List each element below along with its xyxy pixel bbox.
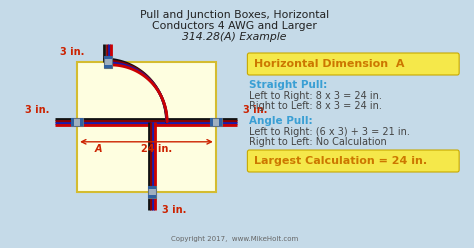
Text: Right to Left: No Calculation: Right to Left: No Calculation: [249, 137, 387, 147]
Bar: [210, 118, 213, 126]
Bar: [148, 186, 156, 189]
Bar: [77, 62, 216, 192]
Text: Right to Left: 8 x 3 = 24 in.: Right to Left: 8 x 3 = 24 in.: [249, 101, 382, 111]
Text: Pull and Junction Boxes, Horizontal: Pull and Junction Boxes, Horizontal: [140, 10, 329, 20]
Text: 3 in.: 3 in.: [244, 105, 268, 115]
Bar: [219, 118, 222, 126]
Bar: [104, 56, 111, 59]
Bar: [104, 65, 111, 68]
Text: Angle Pull:: Angle Pull:: [249, 116, 313, 126]
Bar: [104, 56, 111, 68]
Text: Copyright 2017,  www.MikeHolt.com: Copyright 2017, www.MikeHolt.com: [171, 236, 298, 242]
Text: 314.28(A) Example: 314.28(A) Example: [182, 32, 287, 42]
Text: 3 in.: 3 in.: [25, 105, 49, 115]
Text: 3 in.: 3 in.: [162, 205, 186, 215]
Text: 3 in.: 3 in.: [60, 47, 84, 57]
FancyBboxPatch shape: [247, 150, 459, 172]
Text: Left to Right: (6 x 3) + 3 = 21 in.: Left to Right: (6 x 3) + 3 = 21 in.: [249, 127, 410, 137]
Bar: [148, 186, 156, 198]
Text: A: A: [95, 144, 102, 154]
Text: Conductors 4 AWG and Larger: Conductors 4 AWG and Larger: [152, 21, 317, 31]
Bar: [148, 195, 156, 198]
Bar: [80, 118, 83, 126]
FancyBboxPatch shape: [247, 53, 459, 75]
Text: Horizontal Dimension  A: Horizontal Dimension A: [255, 59, 405, 69]
Bar: [71, 118, 83, 126]
Bar: [71, 118, 74, 126]
Bar: [210, 118, 222, 126]
Text: Largest Calculation = 24 in.: Largest Calculation = 24 in.: [255, 156, 428, 166]
Text: 24 in.: 24 in.: [141, 144, 172, 154]
Text: Left to Right: 8 x 3 = 24 in.: Left to Right: 8 x 3 = 24 in.: [249, 91, 382, 101]
Text: Straight Pull:: Straight Pull:: [249, 80, 328, 90]
